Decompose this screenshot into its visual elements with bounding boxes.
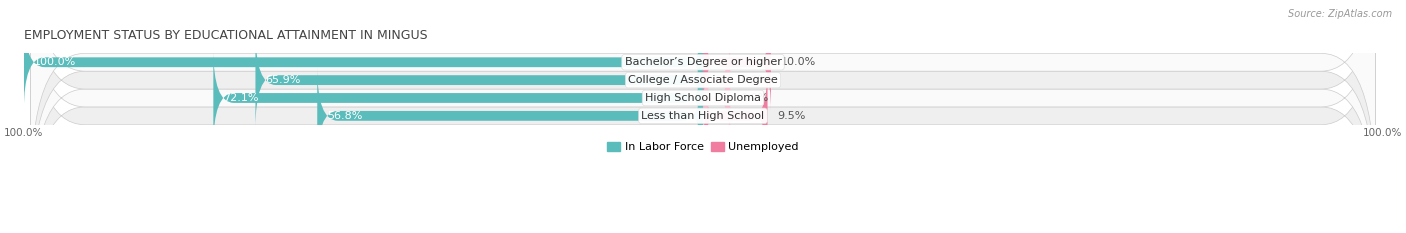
Text: Less than High School: Less than High School: [641, 111, 765, 121]
Text: High School Diploma: High School Diploma: [645, 93, 761, 103]
FancyBboxPatch shape: [703, 67, 768, 164]
FancyBboxPatch shape: [703, 31, 730, 129]
Text: 65.9%: 65.9%: [266, 75, 301, 85]
Text: 56.8%: 56.8%: [328, 111, 363, 121]
FancyBboxPatch shape: [24, 14, 703, 111]
FancyBboxPatch shape: [31, 0, 1375, 214]
Text: 10.0%: 10.0%: [782, 57, 817, 67]
FancyBboxPatch shape: [703, 49, 730, 147]
Text: Source: ZipAtlas.com: Source: ZipAtlas.com: [1288, 9, 1392, 19]
Text: 0.0%: 0.0%: [741, 93, 769, 103]
FancyBboxPatch shape: [703, 14, 770, 111]
Text: College / Associate Degree: College / Associate Degree: [628, 75, 778, 85]
Legend: In Labor Force, Unemployed: In Labor Force, Unemployed: [603, 137, 803, 156]
FancyBboxPatch shape: [31, 0, 1375, 233]
Text: 0.0%: 0.0%: [741, 75, 769, 85]
Text: 72.1%: 72.1%: [224, 93, 259, 103]
FancyBboxPatch shape: [31, 0, 1375, 232]
FancyBboxPatch shape: [31, 0, 1375, 196]
FancyBboxPatch shape: [256, 31, 703, 129]
FancyBboxPatch shape: [214, 49, 703, 147]
FancyBboxPatch shape: [318, 67, 703, 164]
Text: 100.0%: 100.0%: [34, 57, 76, 67]
Text: 9.5%: 9.5%: [778, 111, 806, 121]
Text: Bachelor’s Degree or higher: Bachelor’s Degree or higher: [624, 57, 782, 67]
Text: EMPLOYMENT STATUS BY EDUCATIONAL ATTAINMENT IN MINGUS: EMPLOYMENT STATUS BY EDUCATIONAL ATTAINM…: [24, 29, 427, 42]
